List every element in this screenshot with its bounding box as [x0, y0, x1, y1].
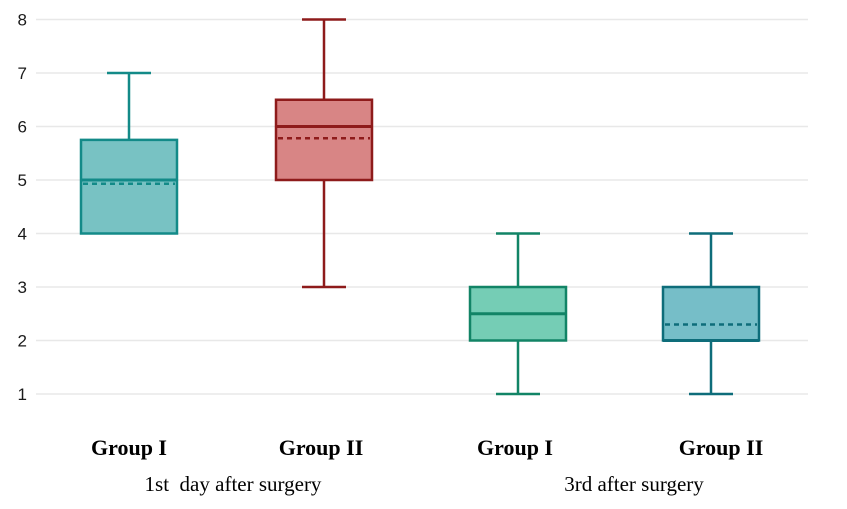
- y-tick-label-7: 7: [18, 64, 27, 83]
- y-tick-label-8: 8: [18, 11, 27, 30]
- iqr-box: [79, 138, 179, 235]
- iqr-box: [661, 285, 761, 342]
- box-1: [79, 71, 179, 235]
- y-tick-label-2: 2: [18, 332, 27, 351]
- box-2: [274, 18, 374, 289]
- group-label-2: Group II: [279, 435, 364, 460]
- group-label-3: Group I: [477, 435, 553, 460]
- y-tick-label-3: 3: [18, 278, 27, 297]
- y-tick-label-6: 6: [18, 118, 27, 137]
- box-4: [661, 232, 761, 396]
- period-label-day3: 3rd after surgery: [564, 472, 704, 496]
- boxes: [79, 18, 761, 396]
- y-axis-ticks: 1 2 3 4 5 6 7 8: [18, 11, 27, 405]
- group-label-1: Group I: [91, 435, 167, 460]
- iqr-box: [274, 98, 374, 182]
- y-tick-label-5: 5: [18, 171, 27, 190]
- group-label-4: Group II: [679, 435, 764, 460]
- box-3: [468, 232, 568, 396]
- y-tick-label-1: 1: [18, 385, 27, 404]
- x-axis-labels: Group I Group II Group I Group II 1st da…: [91, 435, 763, 496]
- period-label-day1: 1st day after surgery: [145, 472, 322, 496]
- y-tick-label-4: 4: [18, 225, 27, 244]
